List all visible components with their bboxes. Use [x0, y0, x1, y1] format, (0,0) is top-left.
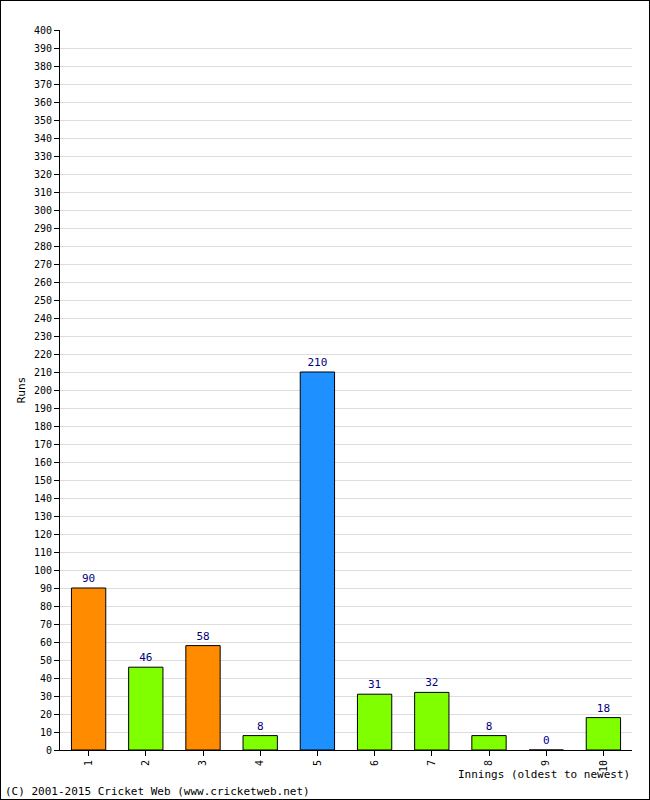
- svg-text:240: 240: [34, 313, 52, 324]
- svg-text:0: 0: [46, 745, 52, 756]
- svg-text:310: 310: [34, 187, 52, 198]
- svg-text:190: 190: [34, 403, 52, 414]
- svg-text:360: 360: [34, 97, 52, 108]
- svg-text:400: 400: [34, 25, 52, 36]
- svg-text:160: 160: [34, 457, 52, 468]
- svg-text:100: 100: [34, 565, 52, 576]
- svg-text:46: 46: [139, 651, 152, 664]
- svg-text:380: 380: [34, 61, 52, 72]
- svg-text:8: 8: [486, 720, 493, 733]
- svg-text:32: 32: [425, 676, 438, 689]
- svg-text:10: 10: [598, 760, 609, 772]
- svg-text:(C) 2001-2015 Cricket Web (www: (C) 2001-2015 Cricket Web (www.cricketwe…: [5, 785, 310, 798]
- svg-text:330: 330: [34, 151, 52, 162]
- svg-text:250: 250: [34, 295, 52, 306]
- svg-text:220: 220: [34, 349, 52, 360]
- svg-text:120: 120: [34, 529, 52, 540]
- svg-text:230: 230: [34, 331, 52, 342]
- svg-text:150: 150: [34, 475, 52, 486]
- svg-text:7: 7: [426, 760, 437, 766]
- svg-text:270: 270: [34, 259, 52, 270]
- svg-text:8: 8: [483, 760, 494, 766]
- svg-text:370: 370: [34, 79, 52, 90]
- svg-text:2: 2: [140, 760, 151, 766]
- svg-text:50: 50: [40, 655, 52, 666]
- svg-text:180: 180: [34, 421, 52, 432]
- svg-text:40: 40: [40, 673, 52, 684]
- svg-text:1: 1: [83, 760, 94, 766]
- svg-text:210: 210: [307, 356, 327, 369]
- svg-text:210: 210: [34, 367, 52, 378]
- svg-text:8: 8: [257, 720, 264, 733]
- svg-text:4: 4: [254, 760, 265, 766]
- svg-text:110: 110: [34, 547, 52, 558]
- svg-text:290: 290: [34, 223, 52, 234]
- svg-text:18: 18: [597, 702, 610, 715]
- svg-text:10: 10: [40, 727, 52, 738]
- svg-text:6: 6: [369, 760, 380, 766]
- svg-text:140: 140: [34, 493, 52, 504]
- svg-text:5: 5: [312, 760, 323, 766]
- svg-text:320: 320: [34, 169, 52, 180]
- svg-text:90: 90: [82, 572, 95, 585]
- svg-text:20: 20: [40, 709, 52, 720]
- svg-text:3: 3: [197, 760, 208, 766]
- svg-text:Runs: Runs: [15, 377, 28, 404]
- svg-text:280: 280: [34, 241, 52, 252]
- svg-text:31: 31: [368, 678, 381, 691]
- svg-text:170: 170: [34, 439, 52, 450]
- svg-text:300: 300: [34, 205, 52, 216]
- svg-text:350: 350: [34, 115, 52, 126]
- svg-text:70: 70: [40, 619, 52, 630]
- svg-text:260: 260: [34, 277, 52, 288]
- svg-text:58: 58: [196, 630, 209, 643]
- svg-text:30: 30: [40, 691, 52, 702]
- svg-text:0: 0: [543, 734, 550, 747]
- svg-text:60: 60: [40, 637, 52, 648]
- svg-text:90: 90: [40, 583, 52, 594]
- svg-text:200: 200: [34, 385, 52, 396]
- svg-text:130: 130: [34, 511, 52, 522]
- svg-text:390: 390: [34, 43, 52, 54]
- svg-text:Innings (oldest to newest): Innings (oldest to newest): [458, 768, 630, 781]
- svg-text:9: 9: [540, 760, 551, 766]
- svg-text:80: 80: [40, 601, 52, 612]
- svg-text:340: 340: [34, 133, 52, 144]
